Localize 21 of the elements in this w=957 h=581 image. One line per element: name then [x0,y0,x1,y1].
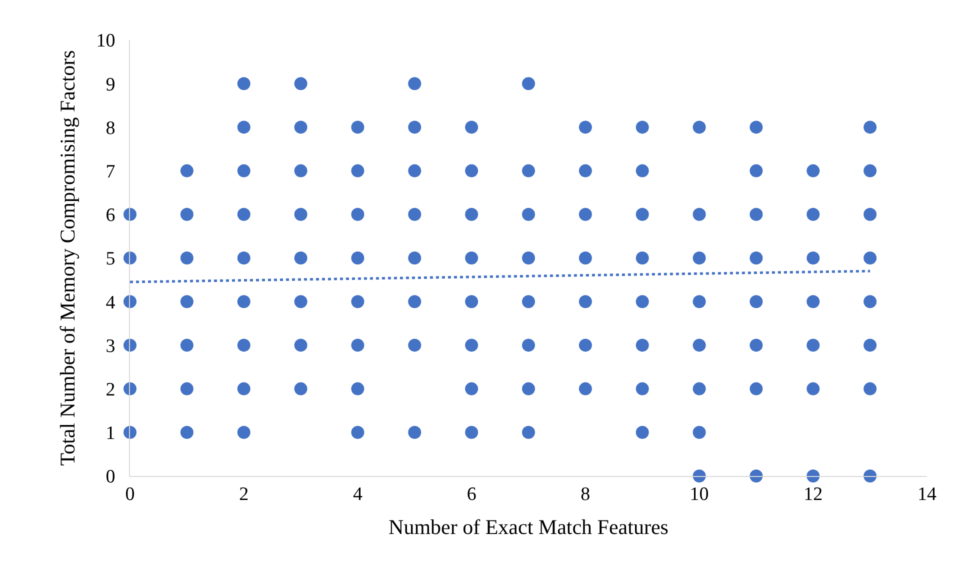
y-tick-label: 9 [106,74,116,96]
y-tick-label: 10 [96,30,116,52]
y-tick-label: 0 [106,466,116,488]
y-tick-label: 1 [106,423,116,444]
x-tick-label: 14 [918,484,937,505]
y-tick-label: 8 [106,118,116,139]
x-tick-label: 6 [466,484,476,505]
y-tick-label: 4 [106,292,116,314]
x-axis-title: Number of Exact Match Features [388,515,668,539]
y-tick-label: 2 [106,379,116,400]
x-tick-label: 2 [239,484,249,505]
y-tick-label: 6 [106,205,116,226]
y-tick-label: 5 [106,248,116,270]
y-tick-label: 3 [106,336,116,357]
x-tick-label: 12 [804,484,823,505]
x-tick-label: 10 [690,484,709,505]
x-tick-label: 8 [580,484,590,505]
x-tick-label: 0 [125,484,135,505]
y-tick-label: 7 [106,161,116,182]
x-tick-label: 4 [352,484,363,505]
y-axis-title: Total Number of Memory Compromising Factors [55,50,80,466]
